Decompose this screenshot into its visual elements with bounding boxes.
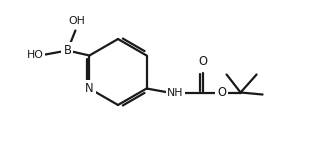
Text: B: B bbox=[63, 44, 71, 57]
Text: O: O bbox=[217, 86, 226, 99]
Text: NH: NH bbox=[167, 87, 184, 98]
Text: OH: OH bbox=[68, 16, 85, 25]
Text: N: N bbox=[85, 82, 94, 95]
Text: O: O bbox=[198, 54, 207, 67]
Text: HO: HO bbox=[26, 49, 43, 59]
